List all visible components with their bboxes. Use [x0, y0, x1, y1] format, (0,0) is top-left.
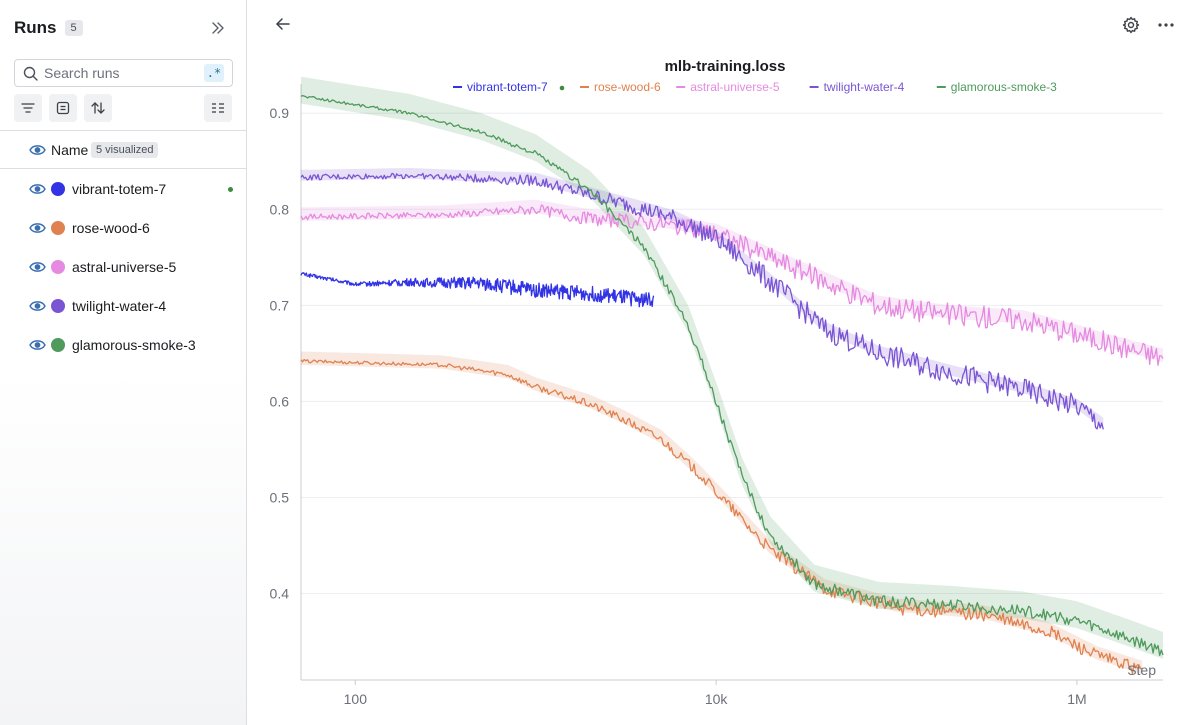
sort-button[interactable] — [84, 94, 112, 122]
visualized-count-badge: 5 visualized — [91, 141, 159, 158]
legend-item: vibrant-totem-7 — [453, 80, 565, 94]
run-name[interactable]: twilight-water-4 — [72, 298, 167, 314]
legend-label: rose-wood-6 — [594, 80, 661, 94]
chevrons-right-icon — [212, 22, 224, 34]
live-status-indicator — [228, 187, 233, 192]
run-name[interactable]: rose-wood-6 — [72, 220, 150, 236]
chart-variance-bands — [301, 76, 1163, 675]
run-color-swatch[interactable] — [51, 221, 65, 235]
eye-icon[interactable] — [29, 144, 46, 156]
series-line — [300, 358, 1143, 675]
collapse-sidebar-button[interactable] — [206, 16, 230, 40]
y-tick-label: 0.8 — [270, 201, 290, 217]
chart-axes: 0.4 0.5 0.6 0.7 0.8 0.9 100 10k 1M — [270, 84, 1163, 707]
run-color-swatch[interactable] — [51, 338, 65, 352]
run-color-swatch[interactable] — [51, 182, 65, 196]
search-input[interactable] — [44, 65, 194, 81]
x-tick-label: 1M — [1067, 691, 1086, 707]
ellipsis-icon — [1158, 23, 1174, 27]
series-line — [300, 172, 1104, 430]
run-row[interactable]: astral-universe-5 — [0, 248, 246, 287]
eye-icon[interactable] — [29, 183, 46, 195]
name-column-header[interactable]: Name — [51, 141, 89, 158]
chart-grid — [301, 112, 1163, 595]
run-name[interactable]: astral-universe-5 — [72, 259, 177, 275]
legend-item: astral-universe-5 — [676, 80, 780, 94]
runs-table-header: Name 5 visualized — [0, 130, 246, 169]
manage-columns-button[interactable] — [204, 94, 232, 122]
legend-label: vibrant-totem-7 — [467, 80, 548, 94]
variance-band — [301, 199, 1163, 362]
search-icon — [23, 65, 39, 81]
run-color-swatch[interactable] — [51, 260, 65, 274]
legend-label: glamorous-smoke-3 — [951, 80, 1057, 94]
eye-icon[interactable] — [29, 222, 46, 234]
run-color-swatch[interactable] — [51, 299, 65, 313]
eye-icon[interactable] — [29, 261, 46, 273]
y-tick-label: 0.5 — [270, 489, 290, 505]
run-row[interactable]: glamorous-smoke-3 — [0, 326, 246, 365]
legend-item: rose-wood-6 — [580, 80, 661, 94]
series-line — [300, 204, 1164, 366]
loss-chart[interactable]: mlb-training.loss vibrant-totem-7 rose-wo… — [247, 40, 1187, 720]
columns-icon — [212, 103, 224, 113]
series-line — [300, 94, 1164, 657]
run-row[interactable]: vibrant-totem-7 — [0, 170, 246, 209]
eye-icon[interactable] — [29, 339, 46, 351]
legend-label: twilight-water-4 — [824, 80, 905, 94]
back-button[interactable] — [273, 14, 293, 34]
sort-icon — [91, 102, 105, 114]
sidebar-header: Runs 5 — [14, 16, 83, 40]
chart-title: mlb-training.loss — [665, 58, 786, 75]
run-name[interactable]: vibrant-totem-7 — [72, 181, 167, 197]
filter-icon — [21, 103, 35, 113]
runs-count-badge: 5 — [64, 20, 83, 36]
gear-icon — [1122, 16, 1140, 34]
chart-legend: vibrant-totem-7 rose-wood-6 astral-univers… — [453, 80, 1057, 94]
settings-button[interactable] — [1122, 16, 1140, 34]
more-options-button[interactable] — [1157, 16, 1175, 34]
sidebar-empty-area — [0, 370, 246, 725]
legend-label: astral-universe-5 — [690, 80, 780, 94]
run-name[interactable]: glamorous-smoke-3 — [72, 337, 196, 353]
eye-icon[interactable] — [29, 300, 46, 312]
arrow-left-icon — [276, 18, 290, 30]
filter-button[interactable] — [14, 94, 42, 122]
live-status-indicator — [559, 85, 565, 91]
sidebar-title: Runs — [14, 18, 57, 37]
y-tick-label: 0.4 — [270, 586, 290, 602]
group-icon — [56, 101, 70, 115]
series-line — [300, 272, 655, 308]
regex-toggle-button[interactable]: .* — [204, 64, 224, 82]
group-button[interactable] — [49, 94, 77, 122]
y-tick-label: 0.7 — [270, 297, 290, 313]
runs-sidebar: Runs 5 .* Name — [0, 0, 247, 725]
search-box: .* — [14, 59, 233, 87]
legend-item: twilight-water-4 — [809, 80, 905, 94]
run-row[interactable]: rose-wood-6 — [0, 209, 246, 248]
y-tick-label: 0.9 — [270, 105, 290, 121]
legend-item: glamorous-smoke-3 — [936, 80, 1057, 94]
x-tick-label: 100 — [344, 691, 368, 707]
chart-series — [300, 94, 1164, 675]
run-row[interactable]: twilight-water-4 — [0, 287, 246, 326]
x-axis-label: Step — [1127, 662, 1156, 678]
x-tick-label: 10k — [705, 691, 729, 707]
y-tick-label: 0.6 — [270, 393, 290, 409]
